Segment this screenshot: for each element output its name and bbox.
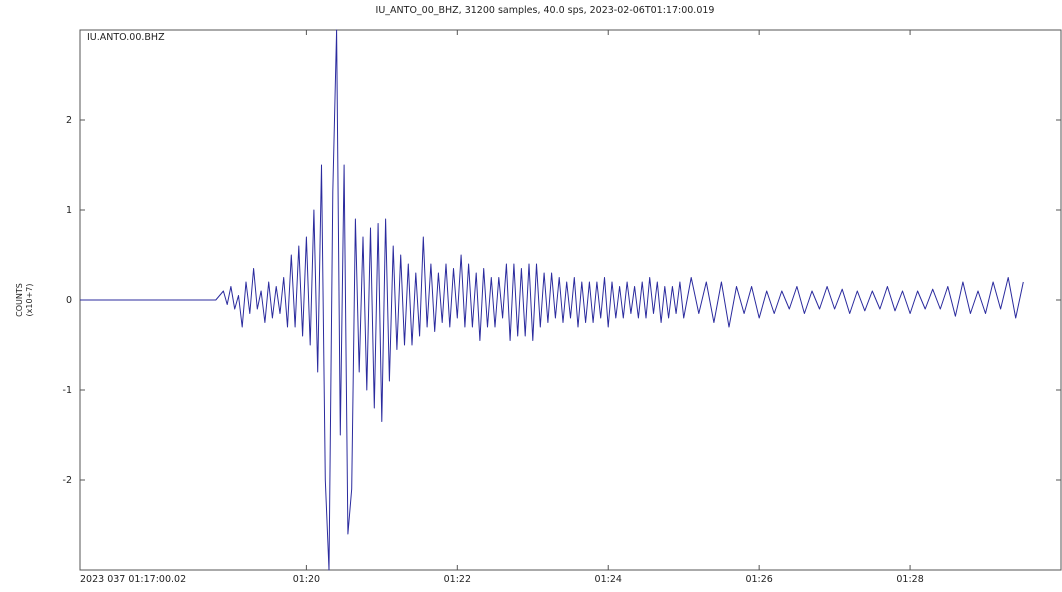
x-ticks: 2023 037 01:17:00.02 01:20 01:22 01:24 01:26… (79, 30, 924, 585)
y-tick-label: -2 (63, 475, 72, 486)
y-tick-label: 1 (66, 205, 72, 216)
x-tick-label: 01:22 (444, 574, 471, 585)
x-tick-label: 01:26 (745, 574, 772, 585)
chart-title: IU_ANTO_00_BHZ, 31200 samples, 40.0 sps,… (376, 5, 715, 16)
y-axis-label-line-2: (x10+7) (25, 284, 34, 317)
y-tick-label: 2 (66, 115, 72, 126)
waveform-trace (80, 29, 1024, 571)
plot-frame (79, 29, 1062, 571)
y-axis-label: COUNTS (x10+7) (15, 283, 34, 317)
x-tick-label: 01:28 (896, 574, 923, 585)
x-tick-label: 01:24 (595, 574, 622, 585)
x-tick-label: 2023 037 01:17:00.02 (80, 574, 186, 585)
station-label: IU.ANTO.00.BHZ (87, 32, 165, 43)
y-tick-label: 0 (66, 295, 72, 306)
x-tick-label: 01:20 (293, 574, 320, 585)
y-tick-label: -1 (63, 385, 72, 396)
y-axis-label-line-1: COUNTS (15, 283, 24, 317)
